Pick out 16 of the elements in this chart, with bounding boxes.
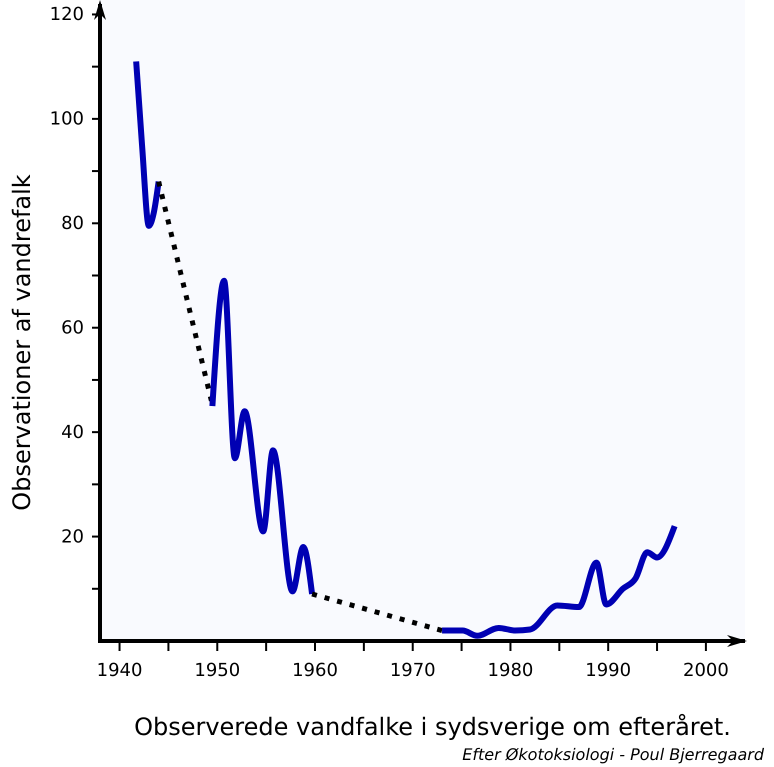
x-axis-title: Observerede vandfalke i sydsverige om efteråret.: [134, 713, 731, 741]
x-tick-label: 1990: [585, 660, 632, 681]
x-tick-label: 1970: [390, 660, 436, 681]
y-tick-label: 60: [61, 317, 84, 338]
x-tick-label: 1950: [194, 660, 240, 681]
x-tick-label: 1960: [292, 660, 338, 681]
y-tick-label: 20: [61, 526, 84, 548]
x-tick-label: 1980: [488, 660, 534, 681]
x-tick-label: 2000: [683, 660, 729, 681]
y-tick-label: 120: [50, 4, 84, 26]
y-axis-title: Observationer af vandrefalk: [8, 174, 36, 511]
x-tick-label: 1940: [96, 660, 142, 681]
y-tick-label: 100: [50, 108, 84, 130]
text: Efter Økotoksiologi - Poul Bjerregaard: [462, 745, 765, 764]
y-tick-label: 80: [61, 213, 84, 234]
y-tick-label: 40: [61, 422, 84, 443]
